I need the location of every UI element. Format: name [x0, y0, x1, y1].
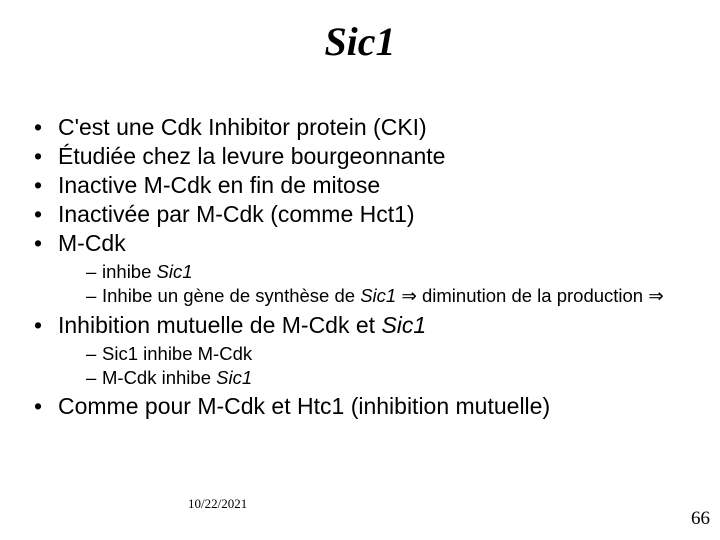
sub-list-item-text: Sic1 inhibe M-Cdk: [102, 343, 252, 364]
list-item: Inhibition mutuelle de M-Cdk et Sic1 Sic…: [28, 311, 692, 389]
list-item: Inactive M-Cdk en fin de mitose: [28, 171, 692, 200]
list-item: Étudiée chez la levure bourgeonnante: [28, 142, 692, 171]
slide-title: Sic1: [28, 18, 692, 65]
bullet-list: C'est une Cdk Inhibitor protein (CKI) Ét…: [28, 113, 692, 420]
footer-date: 10/22/2021: [188, 496, 247, 512]
list-item: Inactivée par M-Cdk (comme Hct1): [28, 200, 692, 229]
list-item: M-Cdk inhibe Sic1 Inhibe un gène de synt…: [28, 229, 692, 309]
list-item-text: Comme pour M-Cdk et Htc1 (inhibition mut…: [58, 393, 550, 419]
sub-list-item: inhibe Sic1: [86, 260, 692, 284]
sub-list-item: Inhibe un gène de synthèse de Sic1 ⇒ dim…: [86, 284, 692, 310]
sub-list-item: M-Cdk inhibe Sic1: [86, 366, 692, 390]
footer-page-number: 66: [691, 508, 710, 530]
list-item: C'est une Cdk Inhibitor protein (CKI): [28, 113, 692, 142]
list-item: Comme pour M-Cdk et Htc1 (inhibition mut…: [28, 392, 692, 421]
list-item-text: Étudiée chez la levure bourgeonnante: [58, 143, 445, 169]
list-item-text: Inactivée par M-Cdk (comme Hct1): [58, 201, 415, 227]
sub-list-item-text: inhibe Sic1: [102, 261, 193, 282]
list-item-text: M-Cdk: [58, 230, 126, 256]
slide: Sic1 C'est une Cdk Inhibitor protein (CK…: [0, 0, 720, 540]
list-item-text: Inhibition mutuelle de M-Cdk et Sic1: [58, 312, 426, 338]
sub-list-item: Sic1 inhibe M-Cdk: [86, 342, 692, 366]
sub-list-item-text: Inhibe un gène de synthèse de Sic1 ⇒ dim…: [102, 285, 664, 306]
sub-list-item-text: M-Cdk inhibe Sic1: [102, 367, 252, 388]
list-item-text: Inactive M-Cdk en fin de mitose: [58, 172, 380, 198]
sub-list: Sic1 inhibe M-Cdk M-Cdk inhibe Sic1: [58, 342, 692, 389]
sub-list: inhibe Sic1 Inhibe un gène de synthèse d…: [58, 260, 692, 309]
list-item-text: C'est une Cdk Inhibitor protein (CKI): [58, 114, 427, 140]
